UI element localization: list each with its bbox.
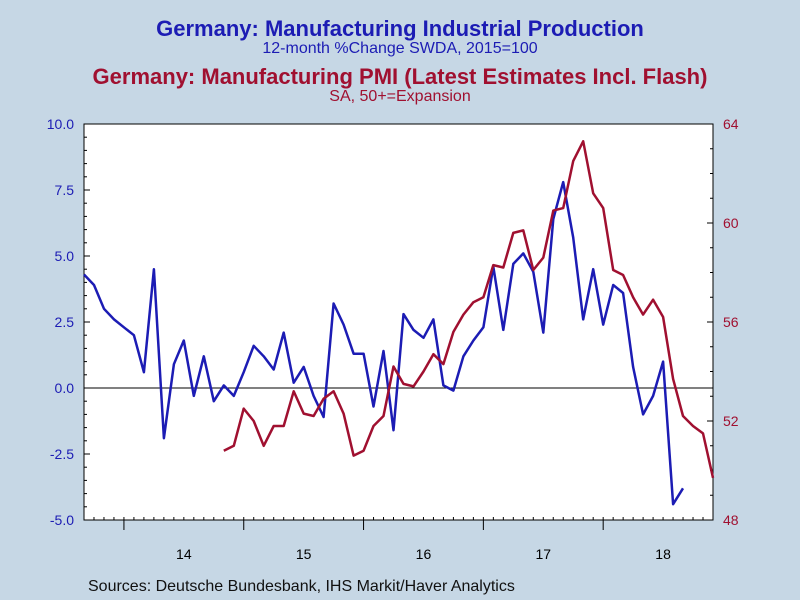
- y-left-tick-label: 0.0: [55, 380, 75, 396]
- chart-subtitle-ip: 12-month %Change SWDA, 2015=100: [262, 40, 538, 57]
- x-tick-label: 15: [296, 546, 312, 562]
- y-left-tick-label: -5.0: [50, 512, 74, 528]
- y-left-tick-label: 2.5: [55, 314, 75, 330]
- y-left-tick-label: -2.5: [50, 446, 74, 462]
- series-line-ip: [83, 180, 685, 506]
- chart-title-pmi: Germany: Manufacturing PMI (Latest Estim…: [92, 64, 708, 89]
- y-left-tick-label: 7.5: [55, 182, 75, 198]
- y-right-tick-label: 48: [723, 512, 739, 528]
- x-tick-label: 14: [176, 546, 192, 562]
- y-right-tick-label: 64: [723, 116, 739, 132]
- y-left-tick-label: 10.0: [47, 116, 74, 132]
- x-tick-label: 18: [655, 546, 671, 562]
- chart-title-ip: Germany: Manufacturing Industrial Produc…: [156, 16, 644, 41]
- series-line-pmi: [223, 140, 715, 479]
- chart-subtitle-pmi: SA, 50+=Expansion: [329, 88, 471, 105]
- x-tick-label: 16: [416, 546, 432, 562]
- plot-area: [83, 123, 714, 521]
- y-right-tick-label: 56: [723, 314, 739, 330]
- y-right-tick-label: 60: [723, 215, 739, 231]
- source-note: Sources: Deutsche Bundesbank, IHS Markit…: [88, 578, 515, 595]
- y-left-tick-label: 5.0: [55, 248, 75, 264]
- x-tick-label: 17: [535, 546, 551, 562]
- y-right-tick-label: 52: [723, 413, 739, 429]
